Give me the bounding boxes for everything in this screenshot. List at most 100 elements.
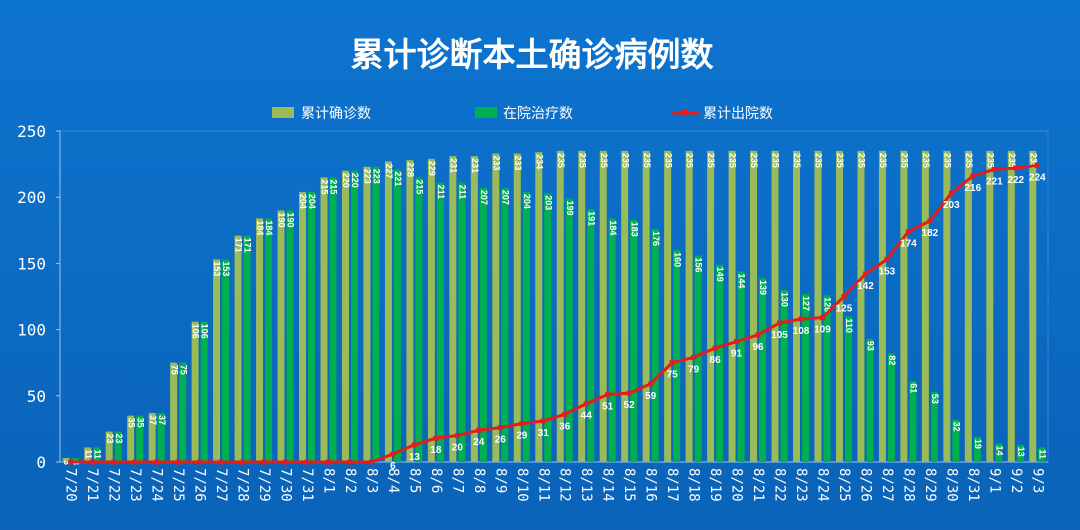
bar-cumulative: [191, 321, 199, 462]
data-label-hospitalized: 53: [930, 394, 940, 404]
bar-hospitalized: [372, 166, 380, 463]
data-label-discharged: 75: [667, 370, 679, 381]
point-discharged: [89, 459, 95, 465]
legend-label-hospitalized: 在院治疗数: [503, 106, 573, 122]
data-label-cumulative: 11: [83, 449, 93, 459]
data-label-discharged: 59: [645, 391, 657, 402]
bar-hospitalized: [479, 187, 487, 462]
data-label-cumulative: 171: [234, 238, 244, 253]
data-label-hospitalized: 61: [909, 383, 919, 393]
bar-cumulative: [793, 150, 800, 463]
data-label-hospitalized: 190: [286, 212, 296, 227]
data-label-hospitalized: 35: [135, 418, 145, 428]
bar-cumulative: [835, 150, 843, 463]
data-label-cumulative: 235: [835, 153, 845, 168]
data-label-cumulative: 235: [900, 153, 910, 168]
x-tick-label: 8/25: [836, 468, 852, 502]
x-tick-label: 8/28: [900, 468, 916, 502]
bar-hospitalized: [93, 447, 101, 462]
data-label-cumulative: 223: [363, 169, 373, 184]
bar-hospitalized: [694, 255, 702, 462]
x-tick-label: 8/17: [664, 468, 680, 502]
bar-hospitalized: [930, 391, 938, 462]
bar-cumulative: [964, 150, 972, 463]
data-label-hospitalized: 215: [329, 179, 339, 194]
data-label-discharged: 18: [430, 445, 442, 456]
y-tick-label: 0: [36, 453, 46, 472]
bar-hospitalized: [136, 415, 144, 462]
data-label-cumulative: 235: [771, 153, 781, 168]
data-label-discharged: 108: [793, 326, 810, 337]
data-label-discharged: 221: [986, 176, 1003, 187]
chart-title: 累计诊断本土确诊病例数: [351, 35, 715, 74]
x-tick-label: 8/6: [428, 468, 444, 493]
data-label-cumulative: 215: [320, 179, 330, 194]
legend-swatch-cumulative: [272, 107, 294, 118]
data-label-cumulative: 235: [1007, 153, 1017, 168]
data-label-hospitalized: 191: [586, 211, 596, 226]
point-discharged: [325, 459, 331, 465]
x-tick-label: 8/19: [707, 468, 723, 502]
bar-hospitalized: [200, 321, 208, 462]
data-label-cumulative: 235: [878, 153, 888, 168]
data-label-cumulative: 106: [191, 324, 201, 339]
data-label-hospitalized: 204: [522, 194, 532, 209]
point-discharged: [948, 190, 954, 196]
x-tick-label: 8/27: [879, 468, 895, 502]
x-tick-label: 8/16: [643, 468, 659, 502]
data-label-hospitalized: 211: [436, 185, 446, 200]
x-tick-label: 8/2: [342, 468, 358, 493]
data-label-cumulative: 23: [105, 434, 115, 444]
x-tick-label: 7/22: [106, 468, 122, 502]
y-tick-label: 200: [17, 188, 46, 207]
data-label-discharged: 105: [771, 330, 788, 341]
x-tick-label: 8/21: [750, 468, 766, 502]
bar-cumulative: [363, 166, 371, 463]
data-label-discharged: 36: [559, 421, 571, 432]
point-discharged: [304, 459, 310, 465]
data-label-hospitalized: 184: [264, 220, 274, 235]
data-label-hospitalized: 13: [1016, 447, 1026, 457]
data-label-hospitalized: 153: [221, 261, 231, 276]
bar-hospitalized: [887, 353, 895, 462]
data-label-hospitalized: 184: [608, 220, 618, 235]
data-label-cumulative: 235: [577, 153, 587, 168]
data-label-cumulative: 227: [384, 163, 394, 178]
bar-hospitalized: [286, 210, 294, 462]
bar-hospitalized: [780, 289, 788, 462]
x-tick-label: 9/3: [1029, 468, 1045, 493]
bar-hospitalized: [759, 277, 767, 462]
point-discharged: [927, 218, 933, 224]
data-label-hospitalized: 82: [887, 355, 897, 365]
data-label-hospitalized: 11: [92, 449, 102, 459]
bar-cumulative: [148, 413, 156, 462]
bar-cumulative: [492, 153, 500, 462]
data-label-cumulative: 235: [857, 153, 867, 168]
point-discharged: [111, 459, 117, 465]
point-discharged: [626, 390, 632, 396]
data-label-discharged: 6: [390, 461, 396, 472]
x-tick-label: 7/24: [149, 468, 165, 502]
data-label-cumulative: 153: [212, 261, 222, 276]
data-label-hospitalized: 93: [866, 341, 876, 351]
data-label-hospitalized: 204: [307, 194, 317, 209]
bar-hospitalized: [1016, 444, 1024, 462]
data-label-discharged: 153: [879, 266, 896, 277]
bar-cumulative: [943, 150, 951, 463]
bar-cumulative: [578, 150, 586, 463]
x-tick-label: 8/23: [793, 468, 809, 502]
data-label-discharged: 44: [581, 411, 593, 422]
point-discharged: [755, 332, 761, 338]
x-tick-label: 8/15: [621, 468, 637, 502]
point-discharged: [884, 256, 890, 262]
x-tick-label: 7/20: [63, 468, 79, 502]
bar-hospitalized: [565, 198, 573, 463]
data-label-cumulative: 37: [148, 415, 158, 425]
bar-hospitalized: [436, 182, 444, 463]
bar-hospitalized: [909, 381, 917, 462]
bar-cumulative: [556, 150, 564, 463]
x-tick-label: 8/10: [514, 468, 530, 502]
x-tick-label: 7/23: [127, 468, 143, 502]
point-discharged: [712, 345, 718, 351]
bar-hospitalized: [350, 170, 358, 462]
